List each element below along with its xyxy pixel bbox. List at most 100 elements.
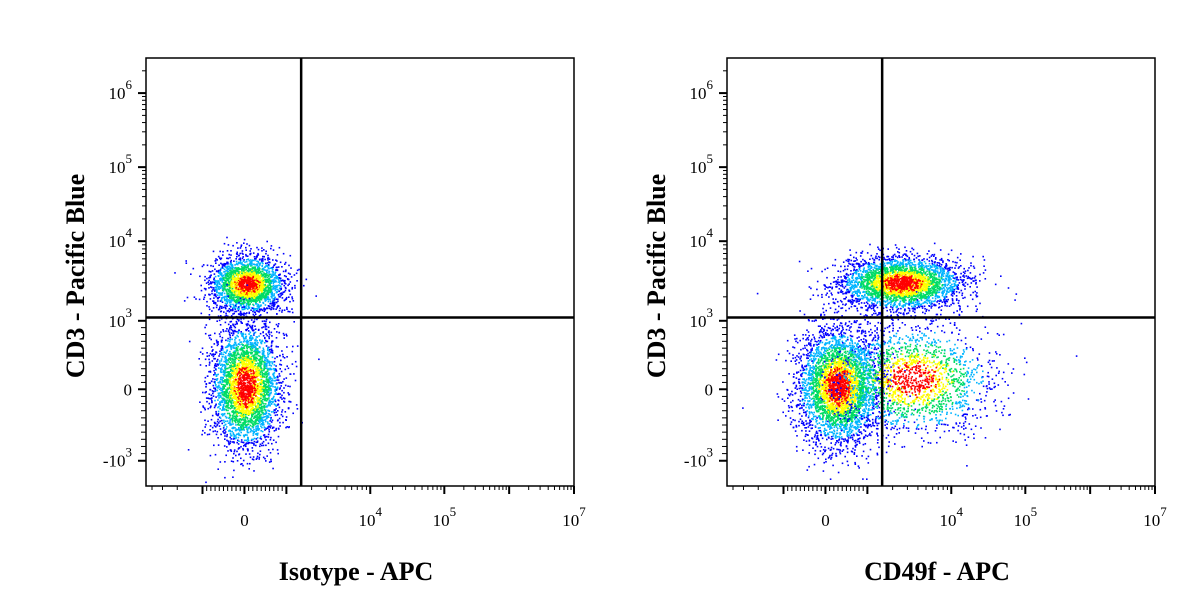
event-dot — [245, 442, 248, 444]
event-dot — [220, 284, 223, 287]
event-dot — [266, 455, 268, 457]
event-dot — [256, 260, 258, 262]
event-dot — [256, 386, 258, 388]
event-dot — [244, 423, 246, 426]
event-dot — [233, 441, 235, 443]
event-dot — [264, 328, 267, 330]
event-dot — [265, 290, 268, 292]
event-dot — [246, 297, 249, 299]
event-dot — [235, 424, 237, 426]
event-dot — [257, 379, 259, 381]
event-dot — [272, 401, 274, 404]
event-dot — [231, 283, 234, 285]
event-dot — [216, 430, 219, 433]
event-dot — [232, 432, 235, 434]
event-dot — [261, 292, 264, 295]
event-dot — [279, 289, 281, 291]
event-dot — [268, 330, 270, 332]
event-dot — [243, 290, 246, 292]
event-dot — [226, 300, 228, 302]
event-dot — [236, 364, 239, 366]
event-dot — [250, 402, 252, 405]
event-dot — [248, 274, 250, 277]
event-dot — [267, 412, 270, 415]
event-dot — [253, 387, 255, 390]
event-dot — [220, 274, 223, 277]
event-dot — [281, 409, 284, 411]
event-dot — [221, 347, 224, 350]
event-dot — [268, 384, 270, 386]
event-dot — [220, 368, 222, 371]
event-dot — [217, 381, 219, 384]
event-dot — [206, 300, 208, 303]
event-dot — [217, 292, 220, 294]
event-dot — [258, 297, 260, 300]
event-dot — [285, 426, 287, 429]
event-dot — [240, 463, 242, 466]
event-dot — [229, 321, 232, 323]
event-dot — [251, 388, 253, 391]
event-dot — [230, 438, 232, 440]
event-dot — [247, 275, 249, 278]
event-dot — [243, 426, 246, 429]
event-dot — [247, 307, 250, 309]
event-dot — [258, 370, 260, 373]
event-dot — [260, 356, 262, 358]
event-dot — [270, 425, 272, 427]
event-dot — [255, 298, 257, 301]
event-dot — [265, 328, 268, 331]
event-dot — [262, 424, 264, 426]
event-dot — [231, 365, 233, 368]
event-dot — [281, 266, 283, 268]
event-dot — [267, 292, 270, 294]
event-dot — [246, 367, 249, 370]
event-dot — [208, 370, 210, 373]
event-dot — [235, 305, 237, 308]
event-dot — [235, 267, 237, 269]
event-dot — [240, 457, 242, 460]
event-dot — [221, 285, 223, 288]
event-dot — [266, 271, 268, 274]
event-dot — [256, 254, 259, 257]
event-dot — [206, 277, 208, 280]
event-dot — [242, 393, 244, 395]
event-dot — [238, 434, 240, 436]
event-dot — [215, 396, 217, 398]
event-dot — [254, 318, 256, 320]
event-dot — [234, 294, 236, 297]
event-dot — [203, 296, 206, 299]
event-dot — [237, 298, 240, 300]
event-dot — [261, 359, 263, 361]
event-dot — [255, 388, 258, 390]
event-dot — [235, 263, 238, 265]
event-dot — [248, 290, 250, 293]
event-dot — [242, 441, 244, 444]
event-dot — [223, 285, 226, 288]
event-dot — [248, 377, 250, 380]
event-dot — [268, 390, 270, 392]
event-dot — [252, 266, 255, 269]
event-dot — [257, 299, 260, 301]
event-dot — [291, 296, 293, 298]
event-dot — [256, 349, 259, 351]
event-dot — [222, 277, 224, 279]
event-dot — [229, 334, 231, 337]
event-dot — [248, 269, 250, 272]
event-dot — [247, 359, 249, 361]
event-dot — [274, 271, 277, 273]
event-dot — [265, 333, 267, 335]
event-dot — [238, 359, 240, 362]
event-dot — [247, 295, 249, 297]
event-dot — [221, 336, 224, 339]
event-dot — [249, 303, 251, 305]
event-dot — [229, 400, 232, 402]
event-dot — [256, 391, 259, 393]
event-dot — [275, 284, 277, 287]
event-dot — [228, 340, 231, 343]
event-dot — [251, 307, 253, 309]
event-dot — [270, 388, 272, 390]
event-dot — [239, 341, 241, 343]
event-dot — [219, 272, 222, 274]
event-dot — [247, 305, 250, 308]
event-dot — [237, 393, 240, 396]
